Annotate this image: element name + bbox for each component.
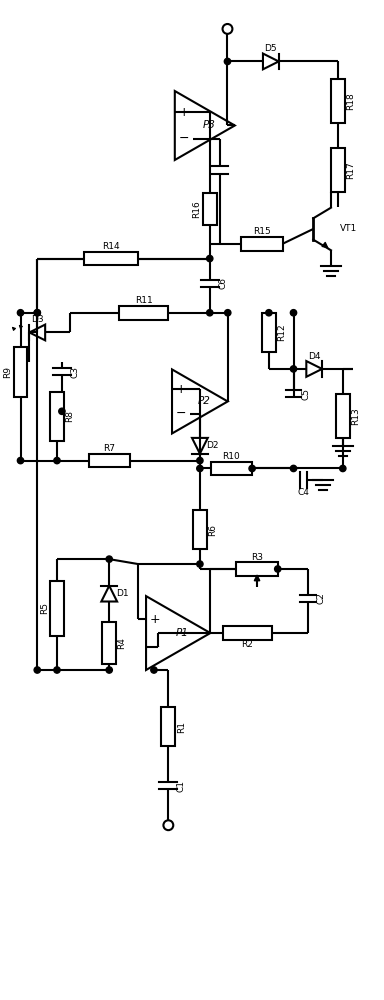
Bar [241, 237, 283, 251]
Bar [161, 707, 175, 746]
Bar [223, 626, 272, 640]
Bar [102, 622, 116, 664]
Circle shape [106, 667, 113, 673]
Text: VT1: VT1 [340, 224, 357, 233]
Text: D5: D5 [265, 44, 277, 53]
Text: R7: R7 [103, 444, 115, 453]
Circle shape [17, 310, 24, 316]
Text: C1: C1 [177, 780, 185, 792]
Circle shape [34, 310, 40, 316]
Bar [336, 394, 350, 438]
Bar [203, 193, 217, 225]
Text: C2: C2 [316, 593, 326, 604]
Circle shape [249, 465, 255, 472]
Circle shape [224, 58, 231, 65]
Circle shape [290, 465, 297, 472]
Text: D3: D3 [31, 315, 43, 324]
Circle shape [17, 457, 24, 464]
Text: −: − [175, 407, 186, 420]
Text: R18: R18 [346, 92, 355, 110]
Text: R16: R16 [192, 200, 202, 218]
Circle shape [54, 667, 60, 673]
Text: R13: R13 [351, 407, 360, 425]
Text: P3: P3 [202, 120, 215, 130]
Text: R14: R14 [103, 242, 120, 251]
Text: R17: R17 [346, 161, 355, 179]
Bar [262, 313, 276, 352]
Circle shape [225, 310, 231, 316]
Text: R11: R11 [135, 296, 152, 305]
Text: R2: R2 [241, 640, 253, 649]
Circle shape [197, 457, 203, 464]
Circle shape [164, 820, 173, 830]
Text: R4: R4 [118, 637, 126, 649]
Bar [119, 306, 168, 320]
Circle shape [290, 366, 297, 372]
Circle shape [207, 310, 213, 316]
Circle shape [197, 561, 203, 567]
Circle shape [34, 310, 40, 316]
Bar [89, 454, 130, 467]
Bar [193, 510, 207, 549]
Circle shape [54, 457, 60, 464]
Text: C4: C4 [298, 488, 309, 497]
Circle shape [275, 566, 281, 572]
Text: +: + [178, 106, 189, 119]
Circle shape [151, 667, 157, 673]
Text: R15: R15 [253, 227, 271, 236]
Text: −: − [179, 132, 189, 145]
Bar [331, 148, 345, 192]
Text: P2: P2 [197, 396, 210, 406]
Text: P1: P1 [176, 628, 189, 638]
Text: R1: R1 [177, 721, 185, 733]
Text: −: − [150, 641, 160, 654]
Bar [331, 79, 345, 123]
Text: R5: R5 [40, 602, 49, 614]
Circle shape [207, 255, 213, 262]
Circle shape [59, 408, 65, 414]
Text: R3: R3 [251, 553, 263, 562]
Text: D4: D4 [308, 352, 321, 361]
Text: R12: R12 [277, 324, 286, 341]
Bar [84, 252, 138, 265]
Bar [50, 581, 64, 636]
Text: R8: R8 [65, 410, 74, 422]
Circle shape [290, 310, 297, 316]
Text: R6: R6 [208, 524, 217, 536]
Circle shape [266, 310, 272, 316]
Text: C3: C3 [70, 366, 79, 378]
Text: +: + [175, 383, 186, 396]
Bar [50, 392, 64, 441]
Bar [211, 462, 252, 475]
Circle shape [339, 465, 346, 472]
Circle shape [106, 556, 113, 562]
Text: D1: D1 [116, 589, 128, 598]
Circle shape [197, 465, 203, 472]
Circle shape [34, 667, 40, 673]
Text: C6: C6 [218, 277, 227, 289]
Text: R9: R9 [3, 366, 12, 378]
Text: +: + [150, 613, 160, 626]
Bar [13, 347, 27, 397]
Bar [236, 562, 278, 576]
Text: R10: R10 [223, 452, 240, 461]
Text: C5: C5 [302, 388, 311, 400]
Circle shape [223, 24, 232, 34]
Text: D2: D2 [207, 441, 219, 450]
